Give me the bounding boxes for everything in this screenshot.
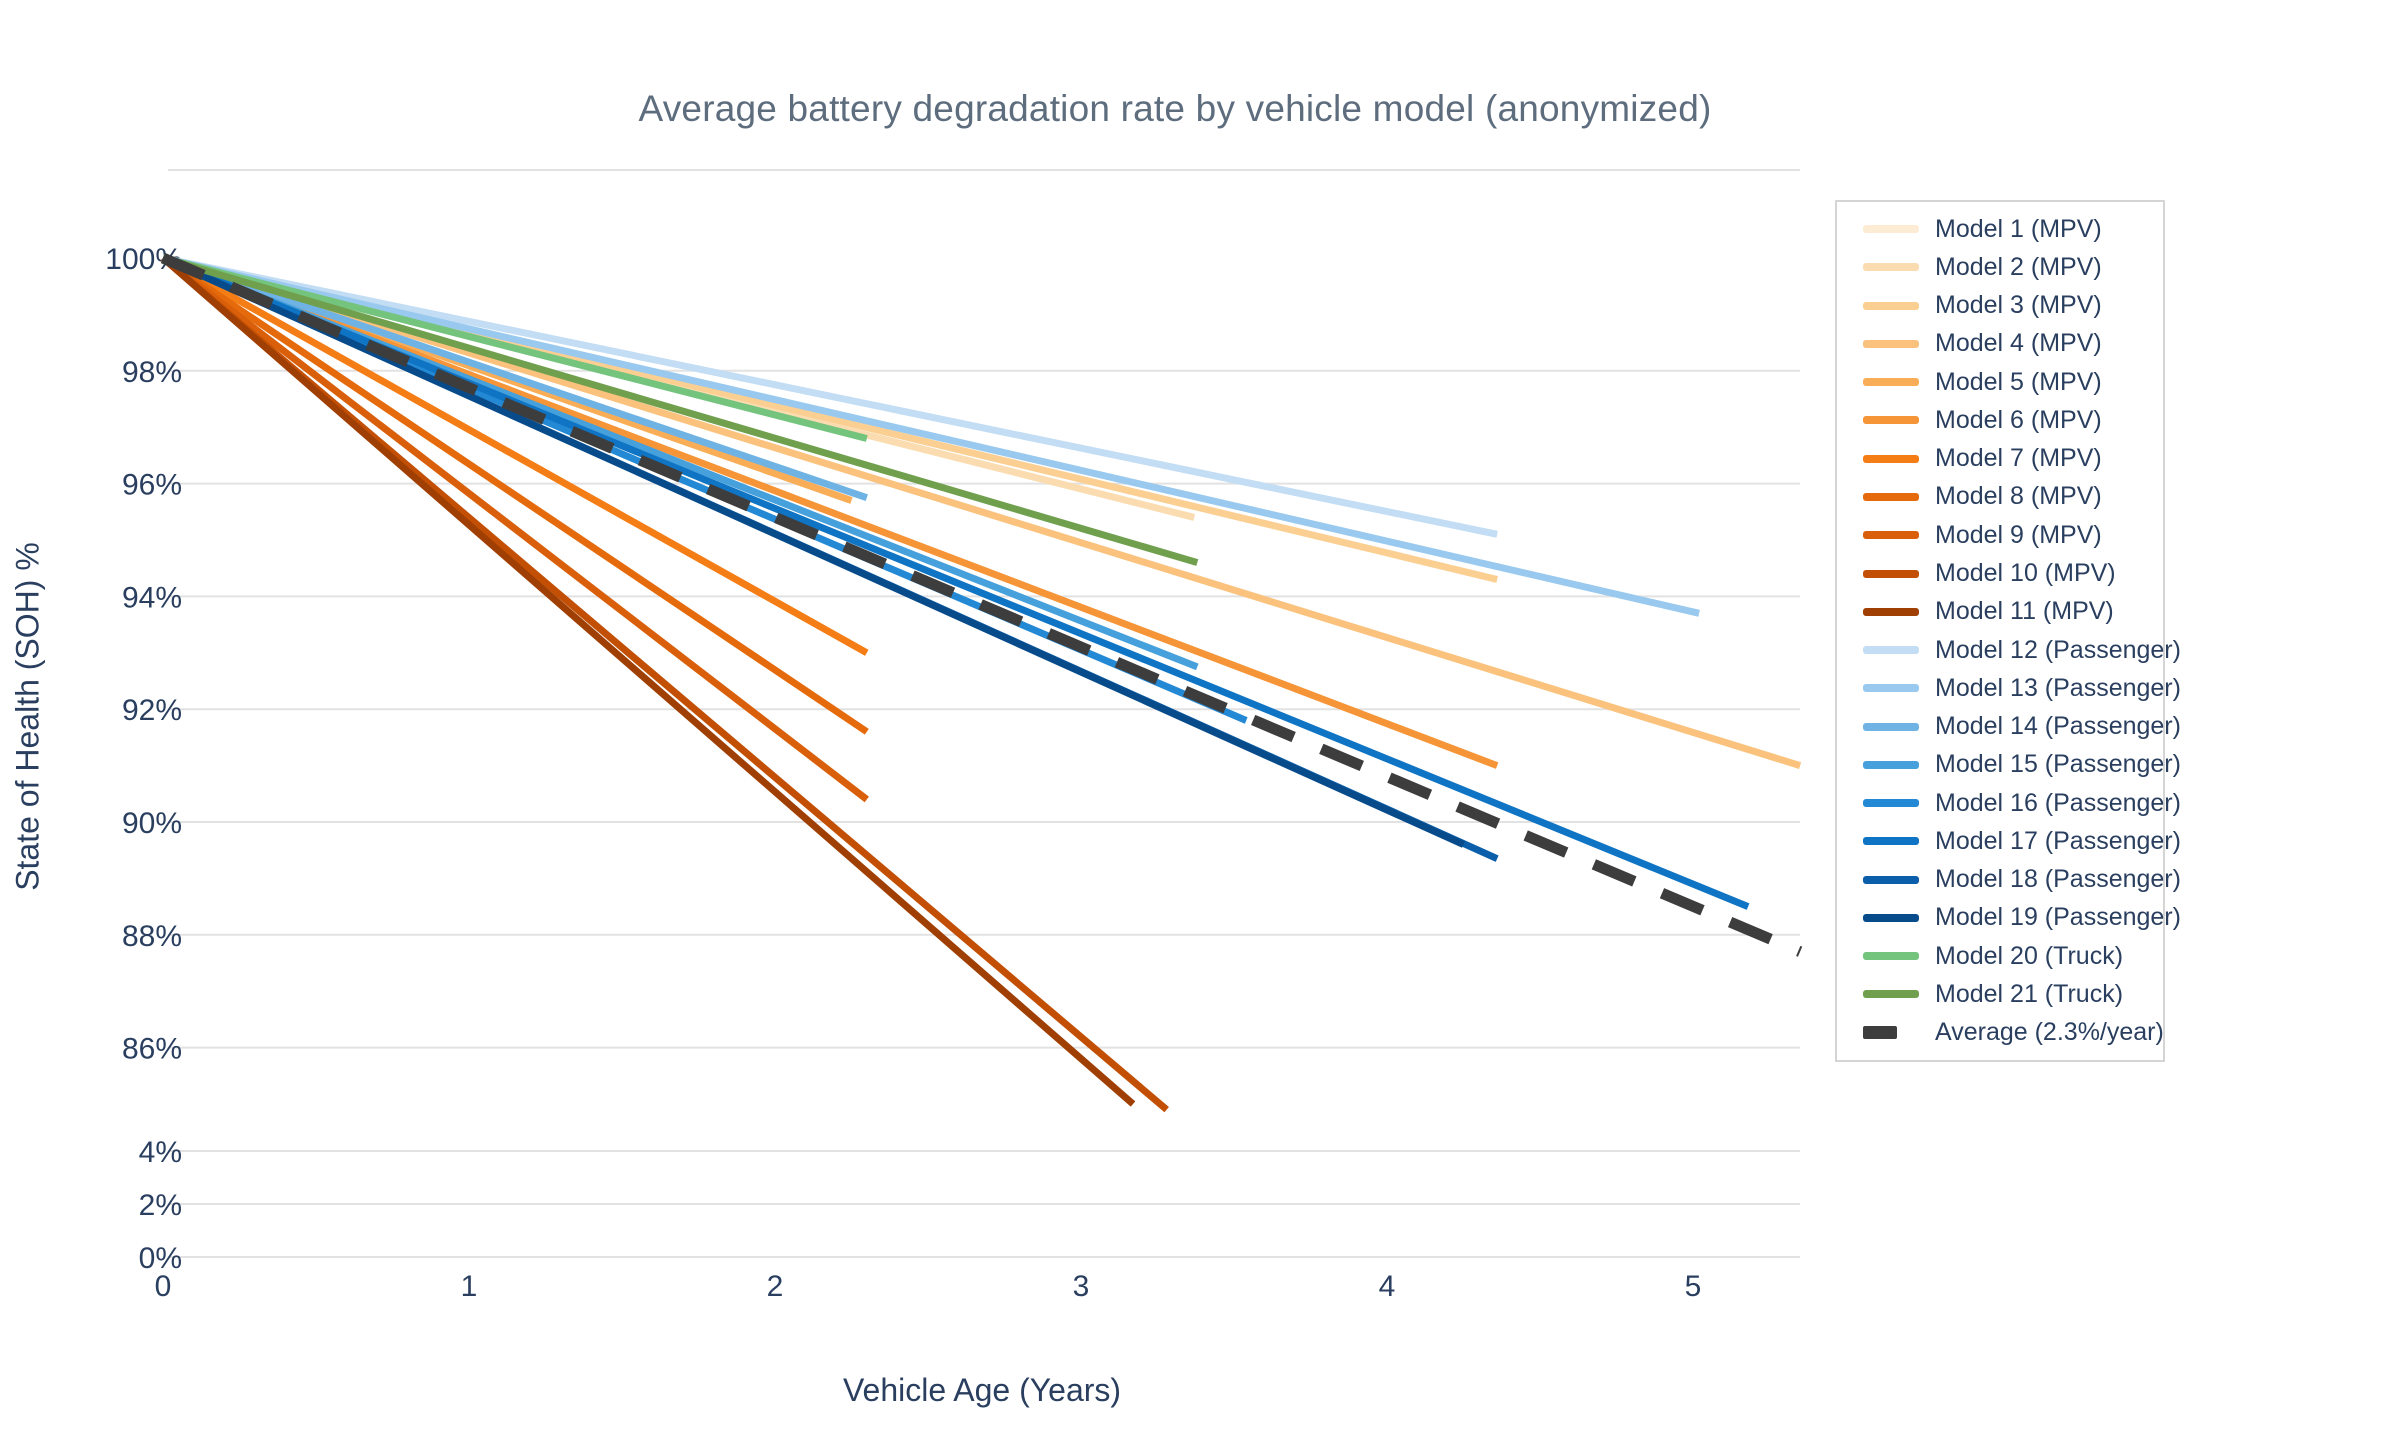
legend-swatch bbox=[1863, 913, 1919, 922]
legend-label: Model 20 (Truck) bbox=[1935, 941, 2124, 970]
legend-swatch bbox=[1863, 990, 1919, 999]
legend-label: Model 7 (MPV) bbox=[1935, 444, 2102, 473]
legend-item-model-15-passenger[interactable]: Model 15 (Passenger) bbox=[1837, 747, 2181, 783]
legend-item-model-5-mpv[interactable]: Model 5 (MPV) bbox=[1837, 364, 2163, 400]
y-tick-label-2pct: 2% bbox=[139, 1189, 182, 1222]
legend-label: Model 17 (Passenger) bbox=[1935, 826, 2181, 855]
legend-swatch bbox=[1863, 339, 1919, 348]
legend-swatch bbox=[1863, 301, 1919, 310]
legend-swatch bbox=[1863, 531, 1919, 540]
x-axis-title: Vehicle Age (Years) bbox=[842, 1372, 1122, 1408]
legend-label: Model 14 (Passenger) bbox=[1935, 712, 2181, 741]
legend-label: Model 8 (MPV) bbox=[1935, 482, 2102, 511]
legend-label: Model 5 (MPV) bbox=[1935, 367, 2102, 396]
legend-item-model-14-passenger[interactable]: Model 14 (Passenger) bbox=[1837, 709, 2181, 745]
legend-label: Model 21 (Truck) bbox=[1935, 979, 2124, 1008]
legend-label: Model 9 (MPV) bbox=[1935, 520, 2102, 549]
y-tick-label-98pct: 98% bbox=[122, 356, 182, 389]
legend-swatch bbox=[1863, 225, 1919, 234]
legend-item-model-2-mpv[interactable]: Model 2 (MPV) bbox=[1837, 249, 2163, 285]
legend-label: Model 11 (MPV) bbox=[1935, 597, 2114, 626]
y-tick-label-0pct: 0% bbox=[139, 1242, 182, 1275]
legend-swatch bbox=[1863, 607, 1919, 616]
x-tick-label-5: 5 bbox=[1685, 1270, 1702, 1303]
legend: Model 1 (MPV) Model 2 (MPV) Model 3 (MPV) M… bbox=[1835, 200, 2181, 1062]
legend-label: Average (2.3%/year) bbox=[1935, 1018, 2164, 1047]
legend-label: Model 2 (MPV) bbox=[1935, 252, 2102, 281]
legend-swatch bbox=[1863, 492, 1919, 501]
x-tick-label-3: 3 bbox=[1073, 1270, 1090, 1303]
legend-item-model-10-mpv[interactable]: Model 10 (MPV) bbox=[1837, 556, 2163, 592]
legend-swatch bbox=[1863, 646, 1919, 655]
legend-item-model-9-mpv[interactable]: Model 9 (MPV) bbox=[1837, 517, 2163, 553]
legend-item-model-11-mpv[interactable]: Model 11 (MPV) bbox=[1837, 594, 2163, 630]
y-tick-label-86pct: 86% bbox=[122, 1033, 182, 1066]
y-tick-label-90pct: 90% bbox=[122, 807, 182, 840]
series-line-model-7-mpv bbox=[161, 254, 869, 656]
legend-label: Model 15 (Passenger) bbox=[1935, 750, 2181, 779]
y-tick-label-88pct: 88% bbox=[122, 920, 182, 953]
legend-item-model-4-mpv[interactable]: Model 4 (MPV) bbox=[1837, 326, 2163, 362]
series-line-model-21-truck bbox=[162, 254, 1199, 566]
legend-swatch bbox=[1863, 684, 1919, 693]
legend-item-model-12-passenger[interactable]: Model 12 (Passenger) bbox=[1837, 632, 2181, 668]
legend-swatch-dashed bbox=[1863, 1026, 1897, 1040]
legend-label: Model 13 (Passenger) bbox=[1935, 673, 2181, 702]
series-line-model-9-mpv bbox=[160, 255, 869, 803]
series-line-model-14-passenger bbox=[161, 254, 868, 502]
legend-swatch bbox=[1863, 952, 1919, 961]
legend-label: Model 12 (Passenger) bbox=[1935, 635, 2181, 664]
series-line-model-17-passenger bbox=[161, 254, 1750, 910]
legend-swatch bbox=[1863, 569, 1919, 578]
legend-swatch bbox=[1863, 378, 1919, 387]
legend-swatch bbox=[1863, 263, 1919, 272]
series-line-model-12-passenger bbox=[162, 254, 1498, 538]
y-tick-label-96pct: 96% bbox=[122, 469, 182, 502]
series-line-average-2-3-year bbox=[160, 252, 1803, 957]
x-tick-label-2: 2 bbox=[767, 1270, 784, 1303]
legend-item-model-19-passenger[interactable]: Model 19 (Passenger) bbox=[1837, 900, 2181, 936]
legend-swatch bbox=[1863, 875, 1919, 884]
legend-item-model-20-truck[interactable]: Model 20 (Truck) bbox=[1837, 938, 2163, 974]
x-tick-label-1: 1 bbox=[461, 1270, 478, 1303]
legend-swatch bbox=[1863, 454, 1919, 463]
legend-item-model-13-passenger[interactable]: Model 13 (Passenger) bbox=[1837, 670, 2181, 706]
y-tick-label-94pct: 94% bbox=[122, 581, 182, 614]
legend-item-model-8-mpv[interactable]: Model 8 (MPV) bbox=[1837, 479, 2163, 515]
legend-swatch bbox=[1863, 416, 1919, 425]
legend-item-model-17-passenger[interactable]: Model 17 (Passenger) bbox=[1837, 823, 2181, 859]
legend-label: Model 4 (MPV) bbox=[1935, 329, 2102, 358]
series-line-model-20-truck bbox=[162, 254, 868, 442]
legend-item-model-7-mpv[interactable]: Model 7 (MPV) bbox=[1837, 441, 2163, 477]
legend-label: Model 1 (MPV) bbox=[1935, 214, 2102, 243]
legend-item-model-1-mpv[interactable]: Model 1 (MPV) bbox=[1837, 211, 2163, 247]
legend-swatch bbox=[1863, 722, 1919, 731]
legend-swatch bbox=[1863, 799, 1919, 808]
legend-item-model-6-mpv[interactable]: Model 6 (MPV) bbox=[1837, 402, 2163, 438]
series-line-model-13-passenger bbox=[162, 254, 1700, 617]
legend-item-model-21-truck[interactable]: Model 21 (Truck) bbox=[1837, 976, 2163, 1012]
legend-label: Model 3 (MPV) bbox=[1935, 291, 2102, 320]
x-tick-label-0: 0 bbox=[155, 1270, 172, 1303]
legend-label: Model 10 (MPV) bbox=[1935, 559, 2116, 588]
x-tick-label-4: 4 bbox=[1379, 1270, 1396, 1303]
series-line-model-4-mpv bbox=[161, 254, 1802, 769]
y-tick-label-92pct: 92% bbox=[122, 694, 182, 727]
legend-swatch bbox=[1863, 837, 1919, 846]
legend-item-model-16-passenger[interactable]: Model 16 (Passenger) bbox=[1837, 785, 2181, 821]
chart-title: Average battery degradation rate by vehi… bbox=[638, 88, 1712, 129]
legend-item-model-18-passenger[interactable]: Model 18 (Passenger) bbox=[1837, 862, 2181, 898]
series-line-model-11-mpv bbox=[160, 255, 1136, 1107]
legend-label: Model 16 (Passenger) bbox=[1935, 788, 2181, 817]
legend-item-model-3-mpv[interactable]: Model 3 (MPV) bbox=[1837, 288, 2163, 324]
legend-label: Model 6 (MPV) bbox=[1935, 405, 2102, 434]
y-tick-label-4pct: 4% bbox=[139, 1136, 182, 1169]
legend-swatch bbox=[1863, 760, 1919, 769]
legend-label: Model 19 (Passenger) bbox=[1935, 903, 2181, 932]
series-line-model-8-mpv bbox=[161, 255, 869, 735]
legend-label: Model 18 (Passenger) bbox=[1935, 865, 2181, 894]
legend-item-average-2-3-year[interactable]: Average (2.3%/year) bbox=[1837, 1015, 2164, 1051]
